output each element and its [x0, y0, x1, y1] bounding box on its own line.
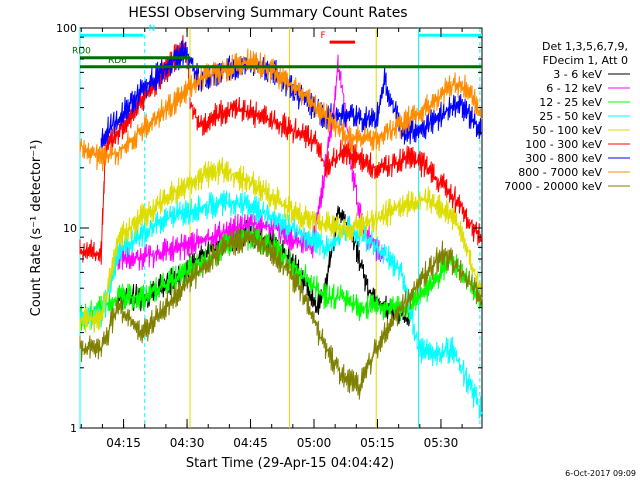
legend: Det 1,3,5,6,7,9,FDecim 1, Att 03 - 6 keV… [504, 40, 630, 193]
marker-label-3: RD0 [72, 47, 91, 57]
data-layer: N F RD0 RD6 [72, 24, 483, 428]
x-tick-label: 04:45 [233, 436, 268, 450]
legend-entry: 7000 - 20000 keV [504, 180, 602, 193]
legend-entry: 800 - 7000 keV [518, 166, 602, 179]
series-line-3 [79, 190, 483, 419]
legend-entry: 50 - 100 keV [532, 124, 602, 137]
legend-header: Det 1,3,5,6,7,9, [542, 40, 628, 53]
marker-label-4: RD6 [108, 56, 127, 66]
series-line-7 [79, 48, 483, 172]
legend-header: FDecim 1, Att 0 [543, 54, 628, 67]
series-line-4 [79, 157, 483, 333]
marker-label-2: F [320, 31, 325, 41]
x-tick-label: 05:00 [297, 436, 332, 450]
legend-entry: 12 - 25 keV [539, 96, 602, 109]
legend-entry: 300 - 800 keV [525, 152, 602, 165]
axis-layer: 1 10 100 04:15 04:30 04:45 05:00 05:15 05:30 [56, 22, 482, 450]
y-axis-label: Count Rate (s⁻¹ detector⁻¹) [29, 140, 44, 317]
marker-label-0: N [148, 24, 155, 34]
series-line-8 [79, 227, 483, 400]
legend-entry: 100 - 300 keV [525, 138, 602, 151]
y-tick-label: 10 [63, 222, 77, 235]
legend-entry: 3 - 6 keV [553, 68, 602, 81]
x-tick-label: 04:15 [106, 436, 141, 450]
legend-entry: 25 - 50 keV [539, 110, 602, 123]
series-line-1 [117, 54, 385, 271]
x-tick-label: 05:30 [424, 436, 459, 450]
x-axis-label: Start Time (29-Apr-15 04:04:42) [186, 456, 394, 471]
y-tick-label: 100 [56, 22, 77, 35]
x-tick-label: 05:15 [360, 436, 395, 450]
timestamp: 6-Oct-2017 09:09 [565, 469, 636, 478]
chart-title: HESSI Observing Summary Count Rates [128, 5, 407, 21]
x-tick-label: 04:30 [170, 436, 205, 450]
legend-entry: 6 - 12 keV [546, 82, 602, 95]
y-tick-label: 1 [70, 422, 77, 435]
series-line-6 [100, 40, 483, 149]
